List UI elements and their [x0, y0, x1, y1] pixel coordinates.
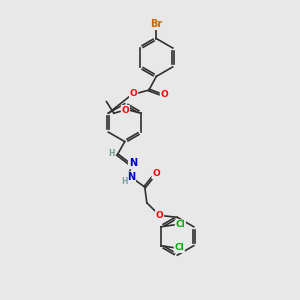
Text: H: H — [121, 178, 127, 187]
Text: H: H — [108, 149, 115, 158]
Text: O: O — [160, 90, 168, 99]
Text: O: O — [130, 89, 137, 98]
Text: Br: Br — [150, 19, 162, 29]
Text: O: O — [156, 211, 163, 220]
Text: O: O — [152, 169, 160, 178]
Text: N: N — [129, 158, 137, 169]
Text: Cl: Cl — [174, 243, 184, 252]
Text: N: N — [127, 172, 135, 182]
Text: Cl: Cl — [176, 220, 185, 229]
Text: O: O — [122, 106, 129, 115]
